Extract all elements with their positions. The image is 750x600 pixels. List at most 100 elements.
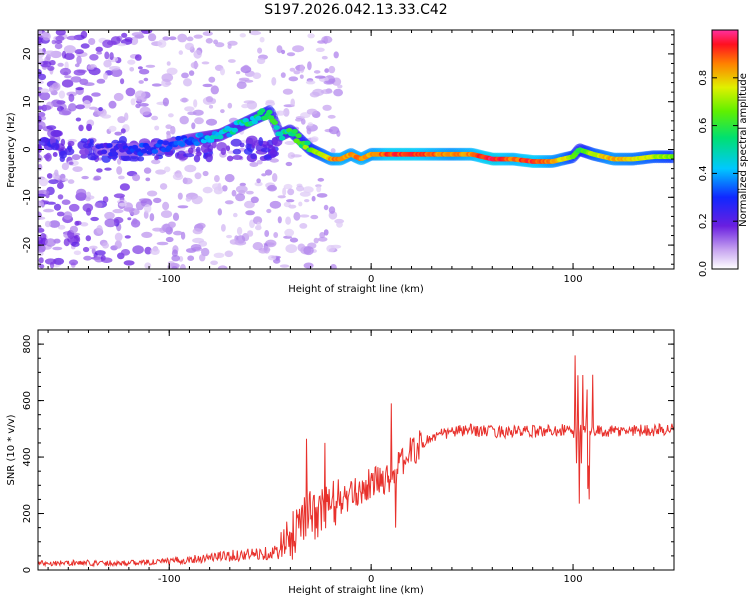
noise-blob bbox=[271, 77, 277, 86]
noise-blob bbox=[284, 141, 296, 145]
noise-blob bbox=[59, 67, 72, 76]
ridge-cell bbox=[100, 149, 108, 155]
noise-blob bbox=[307, 33, 315, 39]
noise-blob bbox=[282, 187, 287, 196]
snr-line bbox=[38, 355, 674, 568]
noise-blob bbox=[205, 153, 213, 163]
y-tick-label: 400 bbox=[22, 448, 33, 467]
noise-blob bbox=[155, 169, 167, 175]
noise-blob bbox=[269, 158, 279, 163]
noise-blob bbox=[78, 124, 84, 132]
noise-blob bbox=[138, 103, 149, 107]
noise-blob bbox=[130, 98, 136, 106]
noise-blob bbox=[110, 68, 123, 77]
noise-blob bbox=[272, 173, 278, 182]
noise-blob bbox=[96, 168, 103, 173]
noise-blob bbox=[38, 227, 45, 233]
noise-blob bbox=[152, 227, 163, 232]
noise-blob bbox=[59, 150, 67, 159]
noise-blob bbox=[54, 169, 59, 177]
noise-blob bbox=[71, 241, 80, 247]
noise-blob bbox=[132, 174, 141, 182]
noise-blob bbox=[220, 67, 225, 76]
noise-blob bbox=[267, 184, 277, 192]
noise-blob bbox=[77, 69, 87, 74]
noise-blob bbox=[86, 123, 92, 132]
noise-blob bbox=[69, 225, 78, 234]
noise-blob bbox=[252, 242, 264, 251]
noise-blob bbox=[38, 111, 46, 118]
noise-blob bbox=[184, 42, 194, 51]
noise-blob bbox=[75, 220, 82, 226]
x-tick-label: 0 bbox=[368, 274, 374, 285]
noise-blob bbox=[263, 246, 270, 254]
noise-blob bbox=[208, 104, 214, 109]
noise-blob bbox=[50, 129, 62, 138]
noise-blob bbox=[164, 166, 171, 173]
noise-blob bbox=[104, 211, 115, 220]
colorbar-ticks: 0.0 0.2 0.4 0.6 0.8 bbox=[698, 70, 738, 277]
noise-blob bbox=[276, 45, 283, 54]
noise-blob bbox=[324, 68, 330, 73]
noise-blob bbox=[235, 185, 248, 193]
noise-blob bbox=[39, 177, 49, 187]
noise-blob bbox=[93, 175, 102, 181]
y-tick-label: 0 bbox=[22, 567, 33, 573]
noise-blob bbox=[200, 143, 210, 154]
noise-blob bbox=[98, 107, 103, 112]
noise-blob bbox=[83, 255, 92, 261]
noise-blob bbox=[224, 174, 235, 183]
noise-blob bbox=[88, 38, 96, 45]
noise-blob bbox=[77, 140, 87, 150]
noise-blob bbox=[127, 217, 132, 221]
ridge-cell bbox=[242, 118, 249, 123]
noise-blob bbox=[89, 54, 99, 61]
noise-blob bbox=[38, 48, 43, 52]
noise-blob bbox=[205, 96, 214, 103]
noise-blob bbox=[114, 240, 122, 249]
ridge-cell bbox=[266, 109, 273, 115]
noise-blob bbox=[307, 61, 312, 71]
noise-blob bbox=[131, 32, 144, 37]
noise-blob bbox=[143, 167, 152, 174]
noise-blob bbox=[239, 33, 246, 38]
noise-blob bbox=[95, 46, 103, 53]
x-tick-label: -100 bbox=[158, 274, 181, 285]
y-tick-label: 0 bbox=[22, 146, 33, 152]
noise-blob bbox=[134, 54, 142, 61]
noise-blob bbox=[170, 125, 176, 135]
colorbar-tick-label: 0.2 bbox=[698, 213, 709, 229]
noise-blob bbox=[256, 159, 263, 165]
noise-blob bbox=[281, 49, 286, 55]
noise-blob bbox=[302, 186, 314, 194]
noise-blob bbox=[323, 80, 335, 85]
noise-blob bbox=[82, 246, 90, 253]
noise-blob bbox=[57, 181, 64, 190]
noise-blob bbox=[96, 51, 102, 55]
noise-blob bbox=[72, 232, 81, 236]
noise-blob bbox=[102, 242, 109, 249]
ridge-cell bbox=[175, 135, 182, 141]
noise-blob bbox=[162, 36, 170, 41]
noise-blob bbox=[337, 84, 343, 89]
noise-blob bbox=[246, 190, 254, 195]
noise-blob bbox=[190, 61, 199, 69]
noise-blob bbox=[263, 154, 272, 160]
noise-blob bbox=[249, 162, 259, 167]
noise-blob bbox=[296, 185, 304, 192]
noise-blob bbox=[135, 201, 144, 211]
noise-blob bbox=[76, 55, 82, 65]
noise-blob bbox=[139, 106, 151, 116]
ridge-cell bbox=[291, 129, 298, 134]
noise-blob bbox=[246, 135, 258, 145]
noise-blob bbox=[245, 210, 255, 216]
noise-blob bbox=[232, 155, 243, 160]
noise-blob bbox=[295, 118, 303, 122]
noise-blob bbox=[38, 154, 43, 163]
noise-blob bbox=[210, 260, 219, 266]
ridge-cell bbox=[278, 135, 286, 141]
noise-blob bbox=[55, 35, 65, 42]
noise-blob bbox=[54, 43, 63, 50]
